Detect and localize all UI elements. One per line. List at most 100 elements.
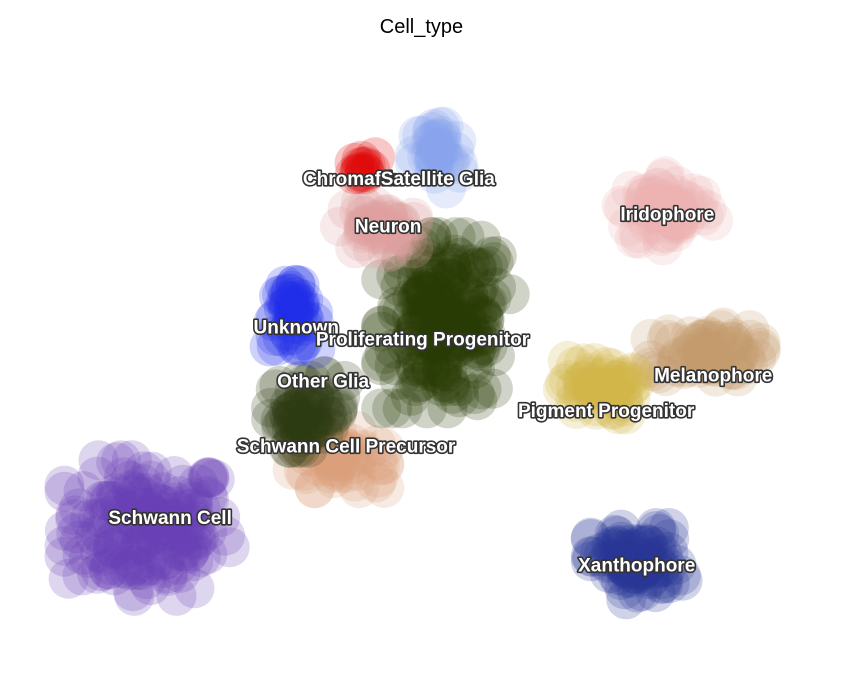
data-point: [272, 449, 313, 490]
data-point: [334, 142, 375, 183]
data-point: [406, 295, 447, 336]
data-point: [713, 325, 754, 366]
data-point: [81, 551, 121, 592]
data-point: [209, 527, 250, 568]
data-point: [623, 536, 664, 577]
data-point: [287, 436, 328, 476]
data-point: [295, 328, 336, 369]
data-point: [178, 517, 219, 558]
data-point: [264, 401, 305, 442]
data-point: [96, 516, 137, 557]
data-point: [378, 202, 419, 243]
data-point: [44, 525, 85, 566]
data-point: [273, 295, 314, 336]
data-point: [598, 360, 639, 401]
data-point: [621, 551, 662, 592]
data-point: [687, 336, 728, 377]
data-point: [102, 548, 143, 589]
data-point: [356, 199, 397, 240]
data-point: [268, 393, 309, 434]
data-point: [679, 335, 720, 376]
data-point: [611, 170, 652, 211]
data-point: [293, 409, 334, 450]
data-point: [358, 457, 399, 498]
data-point: [251, 398, 292, 439]
data-point: [414, 139, 455, 180]
data-point: [361, 259, 402, 300]
data-point: [422, 350, 463, 391]
data-point: [267, 287, 308, 328]
data-point: [650, 185, 691, 226]
data-point: [380, 201, 421, 242]
data-point: [133, 494, 174, 535]
data-point: [357, 440, 398, 481]
data-point: [442, 309, 483, 350]
data-point: [466, 315, 507, 356]
data-point: [450, 285, 490, 326]
cluster-label-schwann-cell-precursor: Schwann Cell Precursor: [237, 437, 456, 458]
data-point: [471, 277, 512, 318]
data-point: [293, 292, 334, 333]
data-point: [286, 454, 327, 495]
data-point: [407, 388, 447, 429]
data-point: [641, 193, 682, 234]
data-point: [380, 266, 421, 307]
data-point: [411, 112, 452, 153]
data-point: [319, 206, 360, 247]
data-point: [444, 271, 485, 312]
data-point: [634, 176, 675, 217]
data-point: [274, 396, 314, 437]
data-point: [414, 120, 455, 161]
data-point: [376, 255, 417, 296]
data-point: [615, 353, 656, 394]
data-point: [617, 572, 658, 613]
data-point: [472, 368, 513, 409]
data-point: [719, 333, 760, 374]
cluster-label-neuron: Neuron: [355, 217, 422, 238]
data-point: [280, 398, 321, 439]
data-point: [362, 212, 402, 253]
data-point: [187, 458, 228, 499]
data-point: [663, 349, 704, 390]
data-point: [686, 343, 726, 384]
data-point: [272, 296, 313, 337]
data-point: [300, 428, 341, 469]
data-point: [572, 374, 613, 415]
data-point: [140, 490, 181, 531]
data-point: [630, 340, 671, 381]
data-point: [173, 541, 214, 582]
data-point: [358, 203, 399, 244]
data-point: [613, 529, 654, 569]
data-point: [676, 189, 717, 230]
data-point: [136, 540, 177, 581]
data-point: [618, 524, 659, 565]
data-point: [172, 519, 212, 560]
data-point: [62, 555, 103, 596]
data-point: [140, 484, 181, 525]
data-point: [637, 168, 678, 209]
data-point: [424, 283, 465, 324]
data-point: [315, 447, 356, 488]
data-point: [654, 322, 695, 363]
data-point: [610, 378, 651, 418]
data-point: [635, 549, 676, 590]
data-point: [413, 325, 454, 366]
data-point: [334, 461, 375, 502]
data-point: [415, 127, 456, 168]
data-point: [419, 301, 460, 342]
data-point: [77, 553, 118, 594]
data-point: [641, 188, 682, 229]
data-point: [122, 487, 163, 528]
data-point: [119, 512, 160, 553]
data-point: [390, 321, 430, 362]
data-point: [424, 140, 465, 181]
data-point: [130, 460, 171, 501]
data-point: [401, 269, 442, 310]
data-point: [277, 296, 318, 337]
data-point: [423, 291, 464, 332]
data-point: [44, 471, 85, 512]
data-point: [628, 203, 669, 244]
data-point: [361, 341, 402, 382]
data-point: [439, 301, 480, 342]
data-point: [317, 411, 357, 451]
